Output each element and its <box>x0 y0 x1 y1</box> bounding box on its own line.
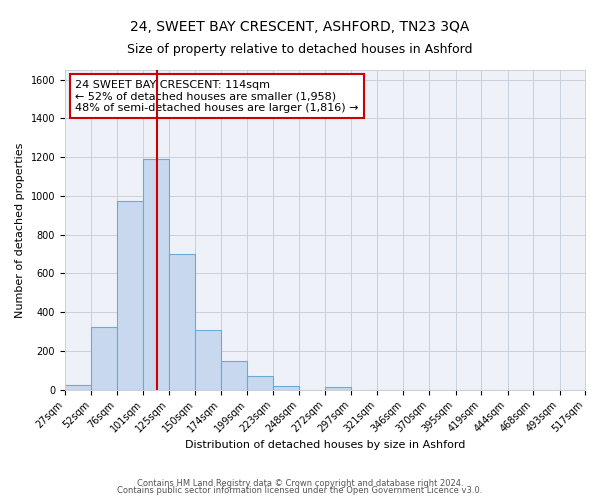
Text: Contains public sector information licensed under the Open Government Licence v3: Contains public sector information licen… <box>118 486 482 495</box>
Text: Contains HM Land Registry data © Crown copyright and database right 2024.: Contains HM Land Registry data © Crown c… <box>137 478 463 488</box>
Bar <box>247 376 273 390</box>
Text: 24 SWEET BAY CRESCENT: 114sqm
← 52% of detached houses are smaller (1,958)
48% o: 24 SWEET BAY CRESCENT: 114sqm ← 52% of d… <box>76 80 359 113</box>
Text: 24, SWEET BAY CRESCENT, ASHFORD, TN23 3QA: 24, SWEET BAY CRESCENT, ASHFORD, TN23 3Q… <box>130 20 470 34</box>
Bar <box>325 387 352 390</box>
Text: Size of property relative to detached houses in Ashford: Size of property relative to detached ho… <box>127 42 473 56</box>
Bar <box>169 254 196 390</box>
Bar <box>143 159 169 390</box>
X-axis label: Distribution of detached houses by size in Ashford: Distribution of detached houses by size … <box>185 440 465 450</box>
Bar <box>273 386 299 390</box>
Bar <box>91 326 117 390</box>
Y-axis label: Number of detached properties: Number of detached properties <box>15 142 25 318</box>
Bar <box>117 201 143 390</box>
Bar <box>196 330 221 390</box>
Bar <box>221 360 247 390</box>
Bar <box>65 385 91 390</box>
